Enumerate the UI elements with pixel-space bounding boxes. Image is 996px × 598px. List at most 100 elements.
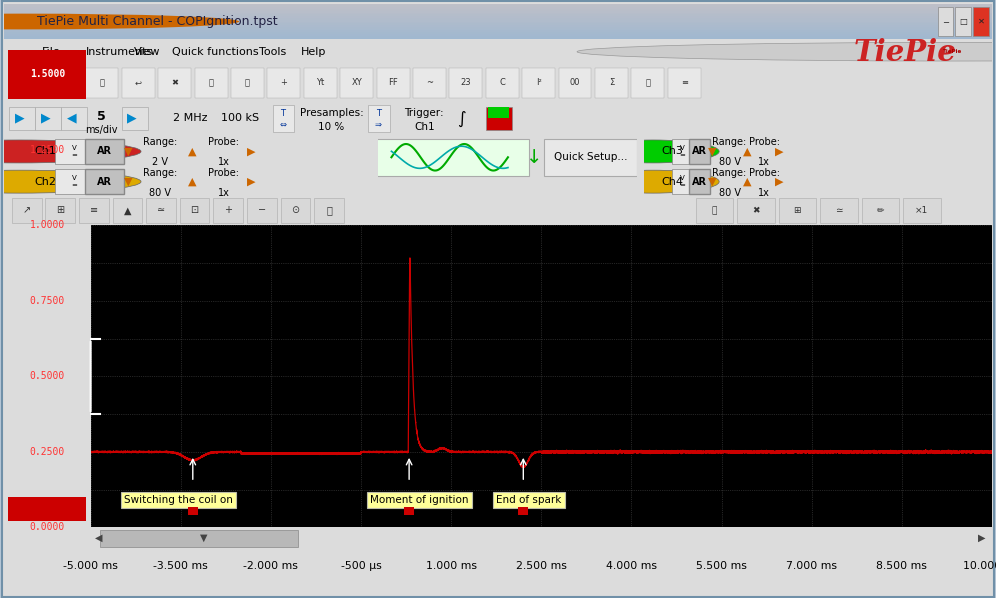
Text: -5.000 ms: -5.000 ms (63, 561, 119, 570)
Bar (368, 105, 389, 132)
Text: ×1: ×1 (915, 206, 928, 215)
Bar (486, 68, 519, 98)
Bar (341, 68, 374, 98)
Circle shape (577, 42, 996, 61)
Text: ≡: ≡ (90, 206, 98, 215)
FancyBboxPatch shape (375, 139, 529, 176)
Text: ↗: ↗ (23, 206, 31, 215)
Text: Instruments: Instruments (86, 47, 153, 57)
FancyBboxPatch shape (973, 7, 989, 36)
Text: I²: I² (536, 78, 542, 87)
Text: Tools: Tools (259, 47, 286, 57)
Bar (4, 34, 992, 36)
Text: 10 %: 10 % (319, 122, 345, 132)
Text: Range:: Range: (143, 138, 177, 147)
Text: 1x: 1x (218, 157, 230, 167)
Text: Range:: Range: (712, 167, 747, 178)
FancyBboxPatch shape (688, 169, 710, 194)
Bar (486, 106, 512, 130)
Bar (4, 38, 992, 39)
Bar (8, 50, 87, 99)
Text: Ch1: Ch1 (414, 122, 434, 132)
Bar (4, 23, 992, 25)
Text: 1.5000: 1.5000 (30, 69, 65, 80)
Text: −: − (258, 206, 266, 215)
Bar (122, 68, 154, 98)
Bar (4, 11, 992, 13)
Text: TiePie: TiePie (943, 48, 962, 54)
Text: File: File (42, 47, 61, 57)
Text: ▼: ▼ (124, 176, 132, 187)
Bar (4, 29, 992, 30)
Text: V
=: V = (679, 145, 685, 158)
Text: Probe:: Probe: (749, 138, 780, 147)
Text: ▶: ▶ (15, 112, 24, 125)
Bar (4, 27, 992, 29)
Bar (522, 68, 555, 98)
FancyBboxPatch shape (85, 169, 124, 194)
Text: 0.5000: 0.5000 (30, 371, 65, 382)
Bar (559, 68, 592, 98)
Text: ▶: ▶ (41, 112, 51, 125)
Bar (667, 68, 700, 98)
Bar (4, 30, 992, 32)
Bar (595, 68, 627, 98)
Text: ▼: ▼ (708, 176, 716, 187)
Text: ▼: ▼ (124, 147, 132, 157)
Text: ▶: ▶ (775, 176, 784, 187)
Text: Probe:: Probe: (208, 167, 239, 178)
Text: 0.7500: 0.7500 (30, 296, 65, 306)
Text: 100 kS: 100 kS (221, 114, 259, 123)
Text: Trigger:: Trigger: (404, 108, 444, 118)
Bar (8, 498, 87, 521)
Text: 💾: 💾 (712, 206, 717, 215)
Bar (737, 198, 775, 223)
Bar (4, 20, 992, 22)
Text: ↓: ↓ (526, 148, 542, 167)
Bar (376, 68, 409, 98)
Bar (862, 198, 899, 223)
FancyBboxPatch shape (544, 139, 637, 176)
Text: □: □ (959, 17, 967, 26)
Bar (231, 68, 264, 98)
FancyBboxPatch shape (937, 7, 953, 36)
Text: 5: 5 (97, 110, 106, 123)
FancyBboxPatch shape (85, 139, 124, 164)
Bar (519, 507, 528, 515)
Bar (4, 22, 992, 23)
Text: ⊙: ⊙ (292, 206, 300, 215)
Bar (4, 16, 992, 18)
Text: Probe:: Probe: (208, 138, 239, 147)
Bar (4, 5, 992, 7)
Text: View: View (134, 47, 161, 57)
Bar (4, 25, 992, 27)
Bar (188, 507, 197, 515)
Text: ↩: ↩ (134, 78, 141, 87)
Text: TiePie Multi Channel - COPIgnition.tpst: TiePie Multi Channel - COPIgnition.tpst (37, 15, 277, 28)
Text: Ch3: Ch3 (661, 147, 683, 157)
Text: 👁: 👁 (326, 206, 332, 215)
Text: ▼: ▼ (199, 533, 207, 543)
Text: AR: AR (692, 147, 707, 157)
Text: Range:: Range: (712, 138, 747, 147)
Text: AR: AR (98, 147, 113, 157)
Bar (281, 198, 311, 223)
Bar (4, 14, 992, 16)
Text: 4.000 ms: 4.000 ms (606, 561, 657, 570)
Text: -2.000 ms: -2.000 ms (243, 561, 299, 570)
Text: FF: FF (388, 78, 398, 87)
Text: T
⇒: T ⇒ (374, 109, 381, 128)
Text: ◀: ◀ (67, 112, 77, 125)
Text: ▶: ▶ (247, 147, 256, 157)
Text: Probe:: Probe: (749, 167, 780, 178)
Bar (413, 68, 446, 98)
Text: ≃: ≃ (157, 206, 165, 215)
Text: V
=: V = (71, 145, 77, 158)
Bar (247, 198, 277, 223)
Text: ⊞: ⊞ (56, 206, 65, 215)
Bar (4, 13, 992, 14)
Text: 1x: 1x (758, 188, 770, 197)
Circle shape (0, 14, 239, 29)
Bar (158, 68, 191, 98)
Text: 🖨: 🖨 (208, 78, 213, 87)
